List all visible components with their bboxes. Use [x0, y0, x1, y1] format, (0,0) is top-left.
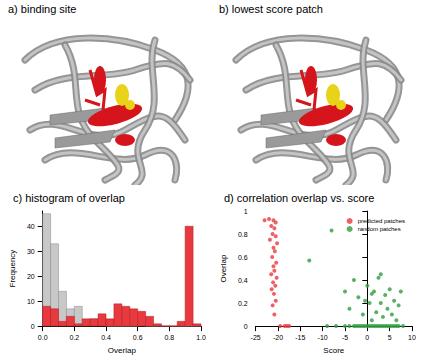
- svg-text:b) lowest score patch: b) lowest score patch: [219, 3, 323, 15]
- svg-text:10: 10: [27, 298, 35, 305]
- svg-text:Overlap: Overlap: [108, 346, 137, 355]
- svg-text:0.2: 0.2: [69, 334, 79, 341]
- svg-text:a) binding site: a) binding site: [8, 3, 77, 15]
- svg-text:0: 0: [31, 323, 35, 330]
- svg-text:40: 40: [27, 223, 35, 230]
- svg-text:c) histogram of overlap: c) histogram of overlap: [13, 192, 125, 204]
- svg-text:-5: -5: [342, 334, 348, 341]
- svg-text:-15: -15: [295, 334, 305, 341]
- svg-text:0.4: 0.4: [101, 334, 111, 341]
- svg-text:0.6: 0.6: [238, 254, 248, 261]
- svg-text:0.2: 0.2: [238, 300, 248, 307]
- svg-text:Overlap: Overlap: [219, 254, 228, 283]
- svg-text:-25: -25: [251, 334, 261, 341]
- svg-text:0.8: 0.8: [164, 334, 174, 341]
- svg-text:20: 20: [27, 273, 35, 280]
- svg-text:30: 30: [27, 248, 35, 255]
- svg-text:-20: -20: [273, 334, 283, 341]
- svg-text:1.0: 1.0: [196, 334, 206, 341]
- svg-text:0.4: 0.4: [238, 277, 248, 284]
- svg-text:Frequency: Frequency: [8, 250, 17, 288]
- svg-text:d) correlation overlap vs. sco: d) correlation overlap vs. score: [224, 192, 374, 204]
- svg-text:0.8: 0.8: [238, 231, 248, 238]
- svg-text:0: 0: [365, 334, 369, 341]
- svg-text:random patches: random patches: [358, 226, 401, 232]
- svg-text:0.6: 0.6: [133, 334, 143, 341]
- svg-text:-10: -10: [318, 334, 328, 341]
- svg-text:Score: Score: [323, 346, 344, 355]
- svg-text:predicted patches: predicted patches: [358, 218, 405, 224]
- svg-text:5: 5: [388, 334, 392, 341]
- svg-text:10: 10: [408, 334, 416, 341]
- svg-text:1: 1: [244, 208, 248, 215]
- svg-text:0: 0: [244, 323, 248, 330]
- svg-text:0.0: 0.0: [38, 334, 48, 341]
